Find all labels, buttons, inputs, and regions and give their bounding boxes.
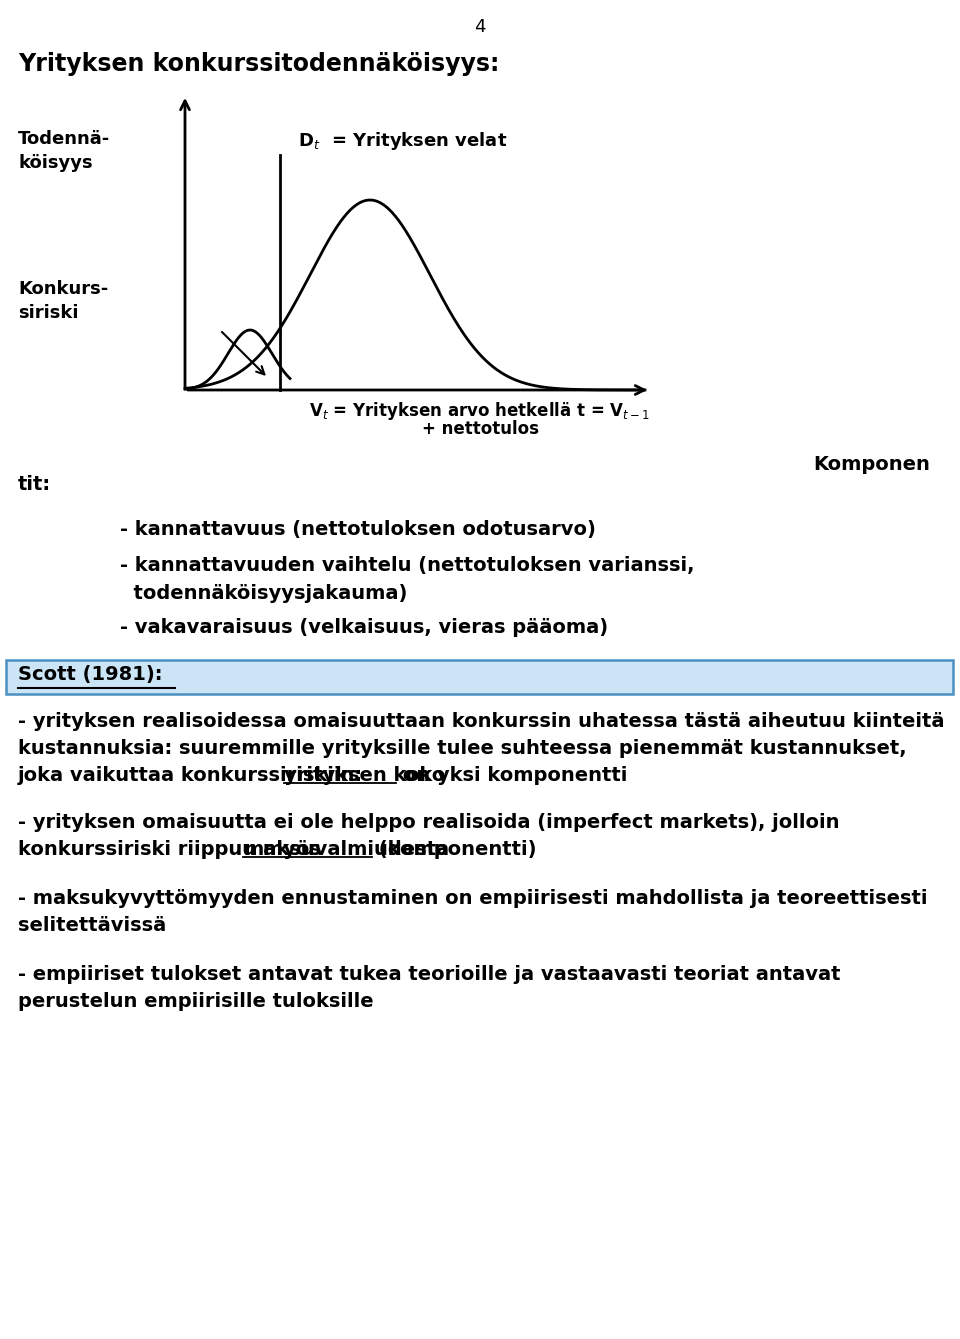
Text: tit:: tit: (18, 475, 51, 494)
Text: - kannattavuuden vaihtelu (nettotuloksen varianssi,: - kannattavuuden vaihtelu (nettotuloksen… (120, 556, 694, 574)
Text: - yrityksen realisoidessa omaisuuttaan konkurssin uhatessa tästä aiheutuu kiinte: - yrityksen realisoidessa omaisuuttaan k… (18, 712, 945, 731)
Text: konkurssiriski riippuu myös: konkurssiriski riippuu myös (18, 840, 327, 860)
Text: Konkurs-
siriski: Konkurs- siriski (18, 280, 108, 321)
Text: - maksukyvyttömyyden ennustaminen on empiirisesti mahdollista ja teoreettisesti: - maksukyvyttömyyden ennustaminen on emp… (18, 889, 927, 908)
Text: Todennä-
köisyys: Todennä- köisyys (18, 130, 110, 171)
Text: - empiiriset tulokset antavat tukea teorioille ja vastaavasti teoriat antavat: - empiiriset tulokset antavat tukea teor… (18, 965, 841, 984)
Text: - kannattavuus (nettotuloksen odotusarvo): - kannattavuus (nettotuloksen odotusarvo… (120, 520, 596, 540)
Text: + nettotulos: + nettotulos (421, 420, 539, 438)
Text: D$_t$  = Yrityksen velat: D$_t$ = Yrityksen velat (298, 130, 507, 153)
Text: perustelun empiirisille tuloksille: perustelun empiirisille tuloksille (18, 992, 373, 1011)
Bar (6, 660, 953, 694)
Text: selitettävissä: selitettävissä (18, 916, 166, 935)
Text: - yrityksen omaisuutta ei ole helppo realisoida (imperfect markets), jolloin: - yrityksen omaisuutta ei ole helppo rea… (18, 813, 839, 832)
Text: 4: 4 (474, 17, 486, 36)
Text: (komponentti): (komponentti) (372, 840, 537, 860)
Text: Komponen: Komponen (813, 455, 930, 474)
Text: yrityksen koko: yrityksen koko (283, 766, 444, 785)
Text: joka vaikuttaa konkurssiriskiin:: joka vaikuttaa konkurssiriskiin: (18, 766, 370, 785)
Text: maksuvalmiudesta: maksuvalmiudesta (244, 840, 449, 860)
Text: Scott (1981):: Scott (1981): (18, 665, 162, 684)
Text: Yrityksen konkurssitodennäköisyys:: Yrityksen konkurssitodennäköisyys: (18, 52, 499, 76)
Text: on yksi komponentti: on yksi komponentti (396, 766, 628, 785)
Text: kustannuksia: suuremmille yrityksille tulee suhteessa pienemmät kustannukset,: kustannuksia: suuremmille yrityksille tu… (18, 739, 906, 758)
Text: todennäköisyysjakauma): todennäköisyysjakauma) (120, 584, 407, 603)
Text: - vakavaraisuus (velkaisuus, vieras pääoma): - vakavaraisuus (velkaisuus, vieras pääo… (120, 619, 608, 637)
Text: V$_t$ = Yrityksen arvo hetkellä t = V$_{t-1}$: V$_t$ = Yrityksen arvo hetkellä t = V$_{… (309, 400, 651, 422)
